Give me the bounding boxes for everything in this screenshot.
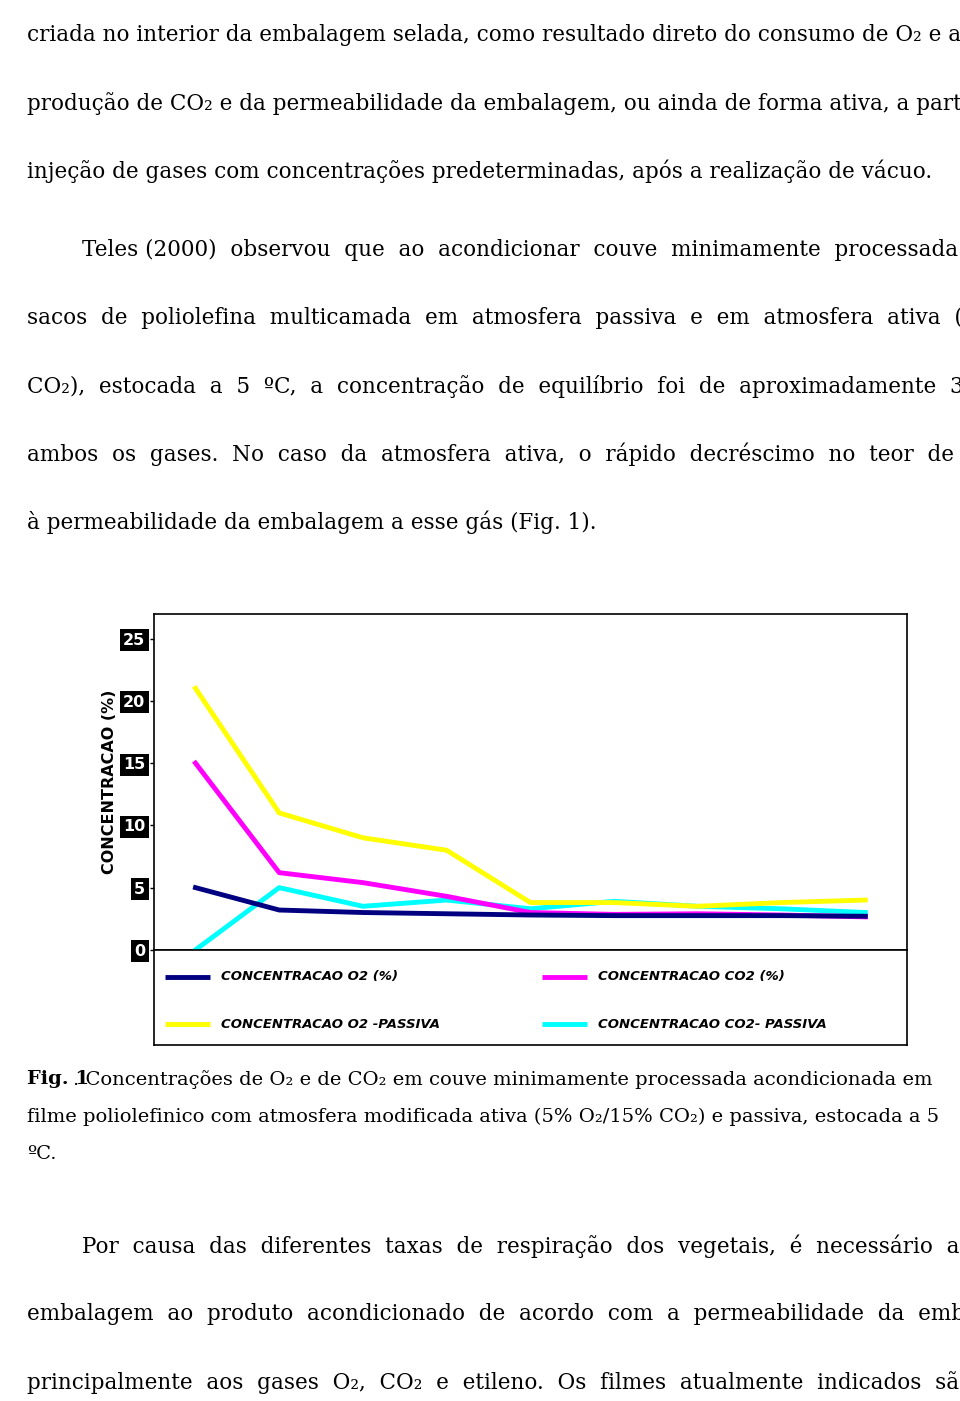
Text: CONCENTRACAO O2 -PASSIVA: CONCENTRACAO O2 -PASSIVA (222, 1017, 441, 1031)
Text: produção de CO₂ e da permeabilidade da embalagem, ou ainda de forma ativa, a par: produção de CO₂ e da permeabilidade da e… (27, 92, 960, 115)
Text: à permeabilidade da embalagem a esse gás (Fig. 1).: à permeabilidade da embalagem a esse gás… (27, 510, 596, 534)
Text: CONCENTRACAO CO2- PASSIVA: CONCENTRACAO CO2- PASSIVA (598, 1017, 827, 1031)
Text: CONCENTRACAO CO2 (%): CONCENTRACAO CO2 (%) (598, 969, 785, 984)
Text: Teles (2000)  observou  que  ao  acondicionar  couve  minimamente  processada  e: Teles (2000) observou que ao acondiciona… (27, 238, 960, 261)
Text: Fig. 1: Fig. 1 (27, 1070, 89, 1089)
Text: criada no interior da embalagem selada, como resultado direto do consumo de O₂ e: criada no interior da embalagem selada, … (27, 24, 960, 46)
Text: CONCENTRACAO O2 (%): CONCENTRACAO O2 (%) (222, 969, 398, 984)
Text: principalmente  aos  gases  O₂,  CO₂  e  etileno.  Os  filmes  atualmente  indic: principalmente aos gases O₂, CO₂ e etile… (27, 1370, 960, 1394)
Text: sacos  de  poliolefina  multicamada  em  atmosfera  passiva  e  em  atmosfera  a: sacos de poliolefina multicamada em atmo… (27, 307, 960, 329)
Text: embalagem  ao  produto  acondicionado  de  acordo  com  a  permeabilidade  da  e: embalagem ao produto acondicionado de ac… (27, 1303, 960, 1325)
Text: filme poliolefinico com atmosfera modificada ativa (5% O₂/15% CO₂) e passiva, es: filme poliolefinico com atmosfera modifi… (27, 1107, 939, 1126)
Text: . Concentrações de O₂ e de CO₂ em couve minimamente processada acondicionada em: . Concentrações de O₂ e de CO₂ em couve … (73, 1070, 932, 1090)
Text: CO₂),  estocada  a  5  ºC,  a  concentração  de  equilíbrio  foi  de  aproximada: CO₂), estocada a 5 ºC, a concentração de… (27, 374, 960, 398)
Text: injeção de gases com concentrações predeterminadas, após a realização de vácuo.: injeção de gases com concentrações prede… (27, 160, 932, 184)
Y-axis label: CONCENTRACAO (%): CONCENTRACAO (%) (103, 689, 117, 874)
X-axis label: TEMPO (DIAS): TEMPO (DIAS) (456, 988, 605, 1006)
Text: ambos  os  gases.  No  caso  da  atmosfera  ativa,  o  rápido  decréscimo  no  t: ambos os gases. No caso da atmosfera ati… (27, 443, 960, 467)
Text: ºC.: ºC. (27, 1145, 57, 1163)
Text: Por  causa  das  diferentes  taxas  de  respiração  dos  vegetais,  é  necessári: Por causa das diferentes taxas de respir… (27, 1236, 960, 1258)
